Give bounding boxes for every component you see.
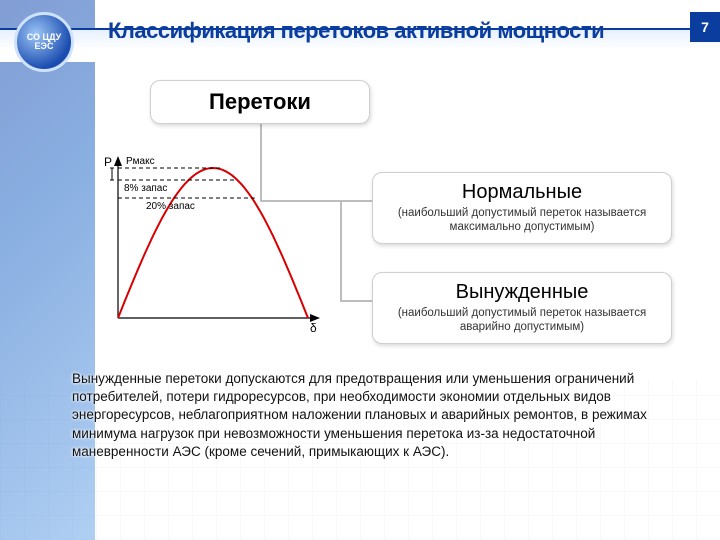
svg-text:20% запас: 20% запас xyxy=(146,201,195,212)
page-number: 7 xyxy=(690,12,720,42)
tree-root-label: Перетоки xyxy=(169,89,351,115)
svg-text:δ: δ xyxy=(310,321,317,335)
body-paragraph: Вынужденные перетоки допускаются для пре… xyxy=(72,370,672,461)
logo-text: СО ЦДУ ЕЭС xyxy=(17,33,71,51)
node-heading: Вынужденные xyxy=(391,281,653,304)
node-sub: (наибольший допустимый переток называетс… xyxy=(391,306,653,335)
tree-node-forced: Вынужденные (наибольший допустимый перет… xyxy=(372,272,672,344)
company-logo: СО ЦДУ ЕЭС xyxy=(14,12,74,72)
node-sub: (наибольший допустимый переток называетс… xyxy=(391,206,653,235)
svg-text:8% запас: 8% запас xyxy=(124,183,167,194)
power-angle-chart: Pδ Pмакс 8% запас 20% запас xyxy=(88,148,328,348)
node-heading: Нормальные xyxy=(391,181,653,204)
tree-connector xyxy=(340,200,342,300)
svg-text:Pмакс: Pмакс xyxy=(126,156,155,167)
tree-connector xyxy=(340,300,372,302)
svg-text:P: P xyxy=(104,155,112,169)
page-title: Классификация перетоков активной мощност… xyxy=(108,18,604,44)
tree-root-node: Перетоки xyxy=(150,80,370,124)
tree-node-normal: Нормальные (наибольший допустимый перето… xyxy=(372,172,672,244)
